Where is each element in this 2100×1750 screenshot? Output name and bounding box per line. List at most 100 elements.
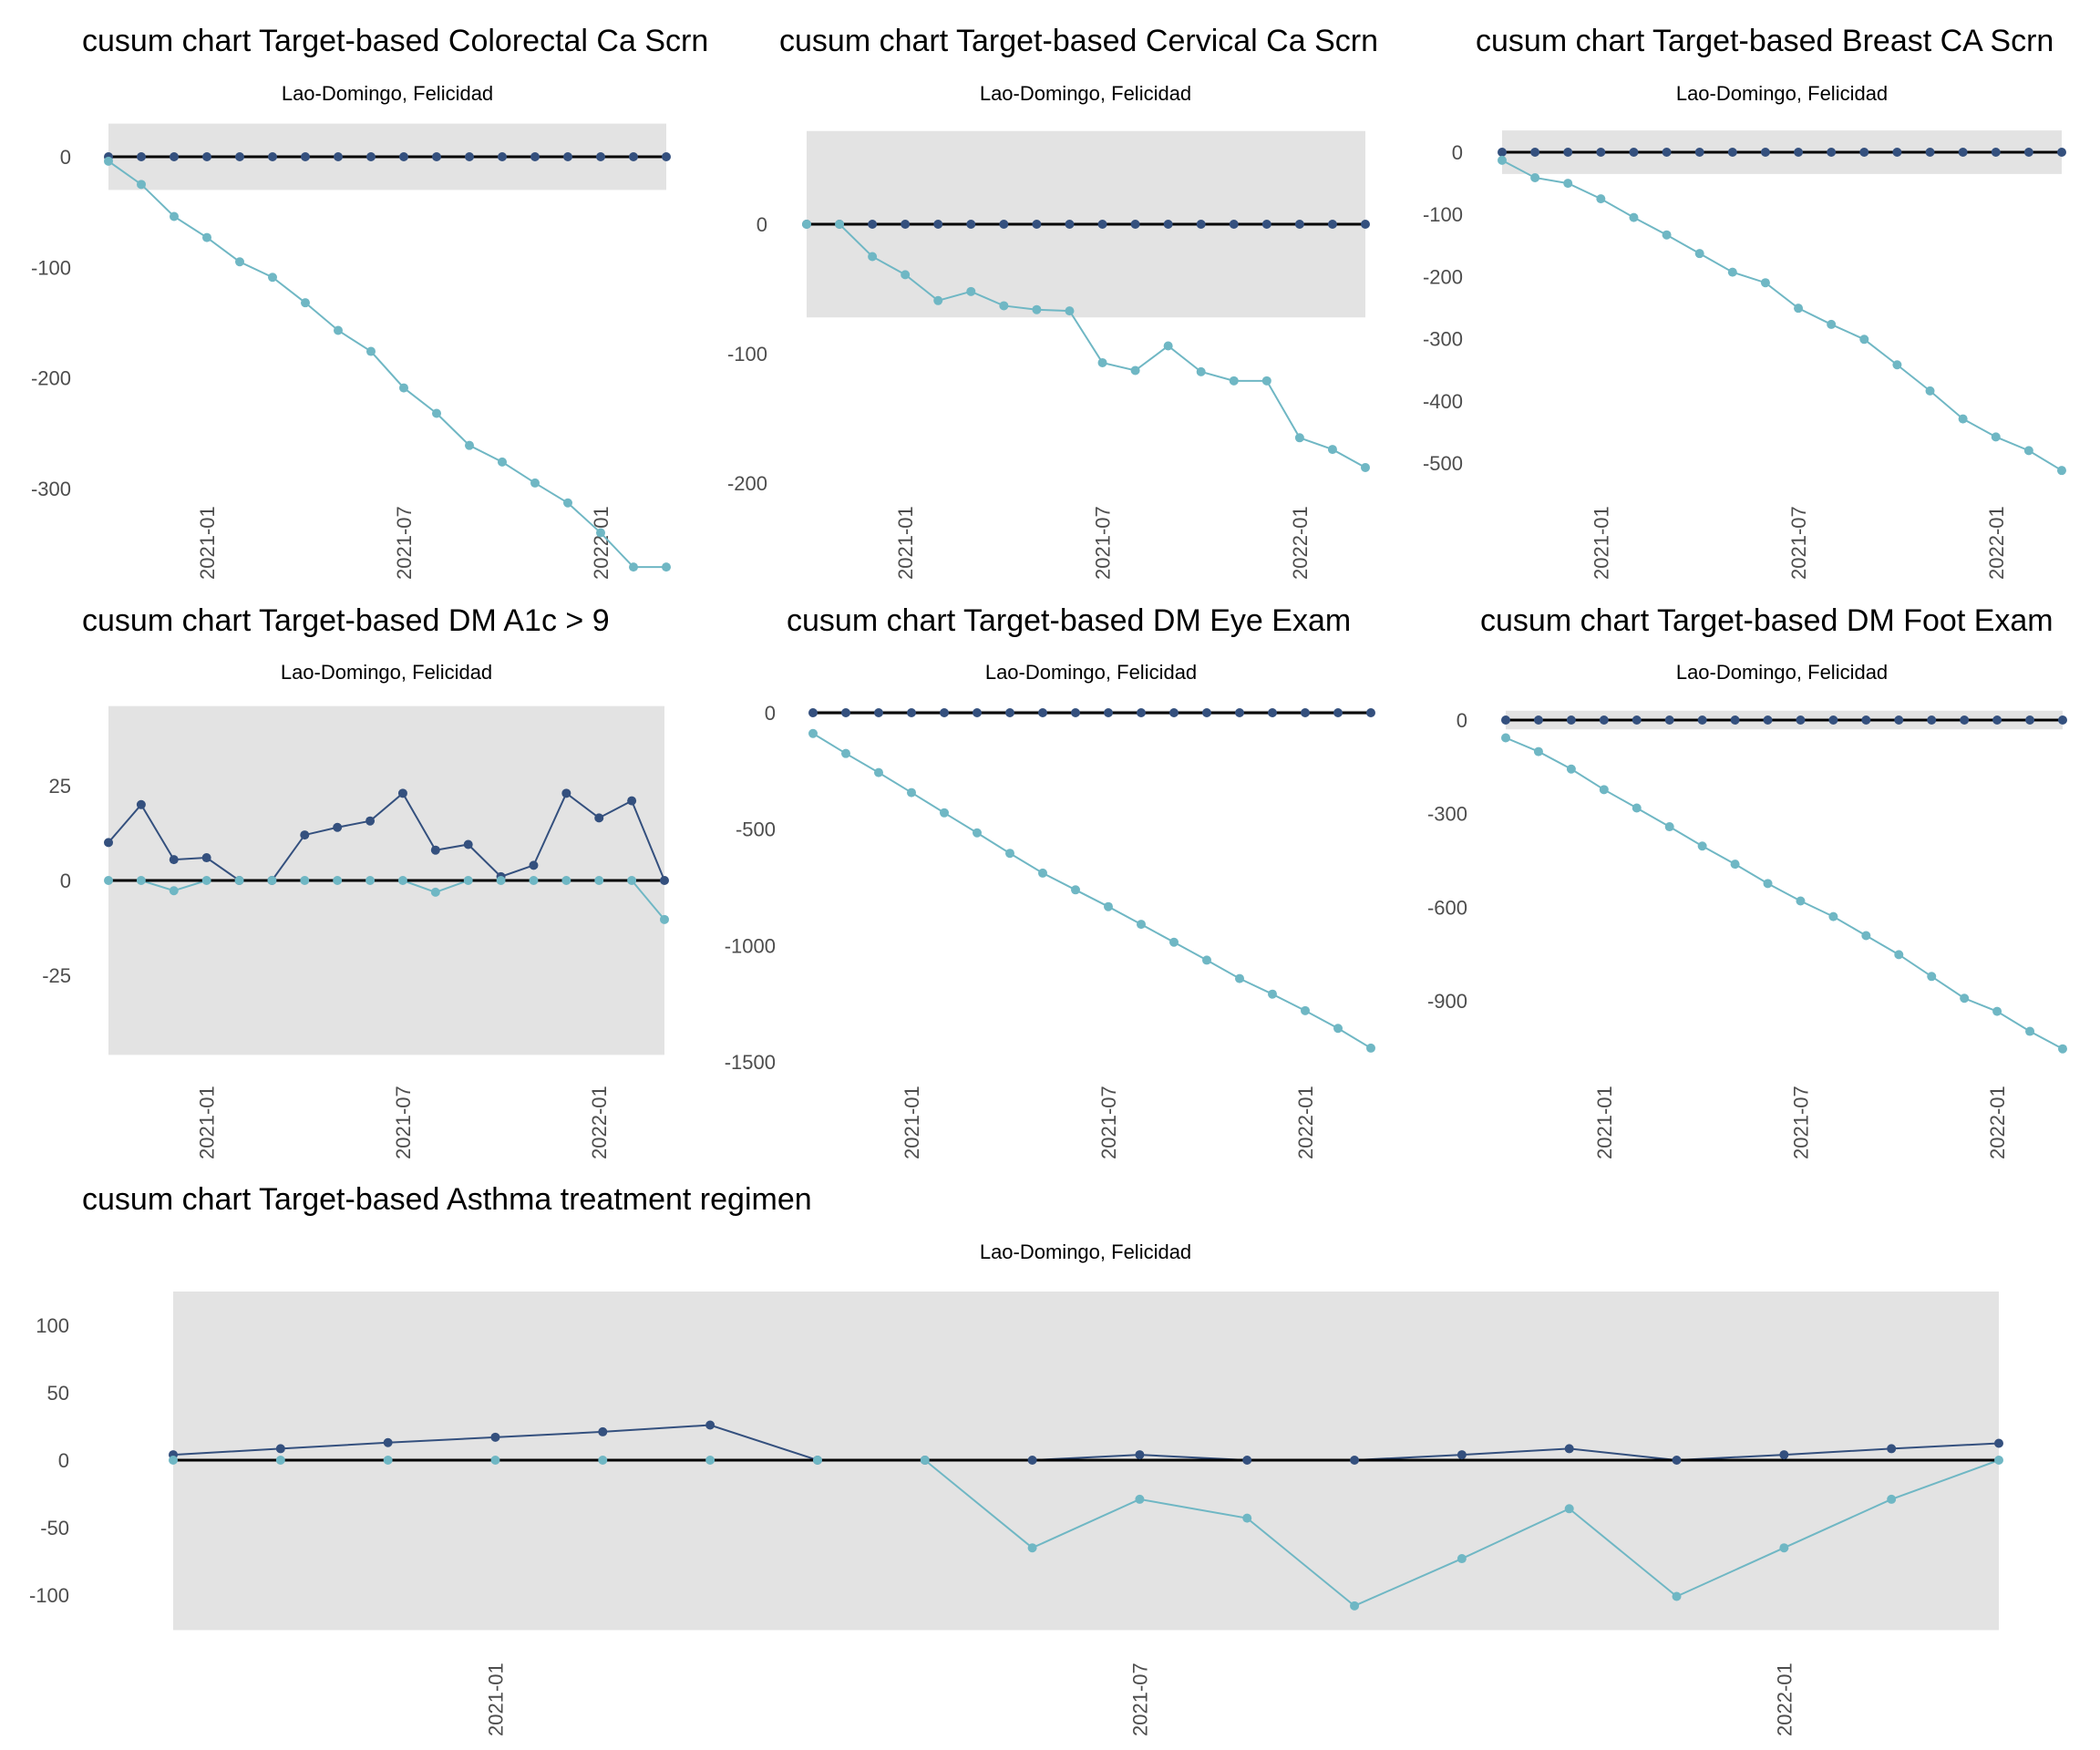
- upper-series-point: [1566, 715, 1576, 725]
- y-tick-label: -100: [31, 256, 71, 279]
- lower-series-point: [1629, 212, 1639, 222]
- lower-series-point: [808, 728, 818, 738]
- lower-series-point: [1827, 319, 1837, 329]
- lower-series-point: [1457, 1554, 1467, 1564]
- chart-title: cusum chart Target-based Colorectal Ca S…: [82, 24, 708, 58]
- chart-subtitle: Lao-Domingo, Felicidad: [980, 82, 1191, 105]
- lower-series-point: [1071, 885, 1080, 895]
- upper-series-point: [1994, 1438, 2003, 1448]
- upper-series-point: [1533, 715, 1543, 725]
- lower-series-point: [1828, 911, 1838, 921]
- lower-series-point: [1925, 386, 1935, 396]
- upper-series-point: [561, 788, 571, 798]
- lower-series-point: [901, 270, 911, 280]
- upper-series-point: [490, 1432, 500, 1442]
- x-tick-label: 2021-07: [392, 1086, 415, 1159]
- lower-series-point: [169, 886, 179, 896]
- upper-series-point: [202, 152, 211, 161]
- lower-series-point: [1027, 1543, 1037, 1553]
- lower-series-point: [1501, 733, 1510, 743]
- lower-series-point: [2058, 1044, 2067, 1054]
- lower-series-point: [598, 1456, 608, 1465]
- chart-eye: cusum chart Target-based DM Eye Exam Lao…: [725, 603, 1375, 1159]
- upper-series-point: [1960, 715, 1970, 725]
- lower-series-point: [1350, 1601, 1360, 1611]
- upper-series-point: [1038, 708, 1047, 717]
- upper-series-point: [1361, 220, 1370, 229]
- chart-title: cusum chart Target-based Cervical Ca Scr…: [779, 24, 1378, 58]
- upper-series-point: [463, 839, 473, 849]
- upper-series-point: [594, 813, 604, 823]
- lower-series-point: [1135, 1494, 1145, 1504]
- chart-title: cusum chart Target-based Asthma treatmen…: [82, 1182, 812, 1217]
- upper-series-point: [1350, 1456, 1360, 1465]
- upper-series-point: [973, 708, 982, 717]
- lower-series-point: [399, 383, 408, 393]
- lower-series-point: [1533, 746, 1543, 757]
- lower-series-point: [999, 301, 1009, 311]
- upper-series-point: [399, 152, 408, 161]
- upper-series-point: [1564, 1444, 1574, 1454]
- lower-series-point: [202, 232, 211, 242]
- upper-series-point: [1268, 708, 1277, 717]
- lower-series-point: [561, 876, 571, 885]
- lower-series-point: [1760, 278, 1770, 288]
- lower-series-point: [334, 325, 343, 335]
- upper-series-point: [366, 152, 376, 161]
- lower-series-point: [1104, 901, 1113, 911]
- lower-series-point: [170, 211, 179, 221]
- upper-series-point: [1229, 220, 1239, 229]
- upper-series-point: [1294, 220, 1304, 229]
- upper-series-point: [170, 152, 179, 161]
- lower-series-point: [874, 767, 883, 777]
- lower-series-point: [104, 876, 113, 885]
- chart-title: cusum chart Target-based DM A1c > 9: [82, 603, 610, 638]
- upper-series-point: [1892, 148, 1902, 157]
- lower-series-point: [104, 156, 113, 166]
- lower-series-point: [201, 876, 211, 885]
- lower-series-point: [1005, 849, 1014, 859]
- chart-subtitle: Lao-Domingo, Felicidad: [281, 661, 492, 684]
- chart-subtitle: Lao-Domingo, Felicidad: [1676, 661, 1888, 684]
- lower-series-point: [1038, 868, 1047, 878]
- upper-series-point: [1366, 708, 1375, 717]
- lower-series-point: [1861, 931, 1871, 941]
- lower-series-point: [1672, 1591, 1682, 1601]
- upper-series-point: [301, 152, 310, 161]
- upper-series-point: [529, 860, 539, 870]
- lower-series-point: [1662, 230, 1672, 240]
- upper-series-point: [397, 788, 407, 798]
- lower-series-point: [1596, 194, 1606, 204]
- lower-series-point: [1163, 341, 1173, 351]
- lower-series-point: [430, 887, 440, 897]
- upper-series-point: [1032, 220, 1042, 229]
- lower-series-point: [498, 457, 507, 467]
- lower-series-point: [629, 562, 638, 572]
- lower-series-point: [1268, 989, 1277, 999]
- upper-series-point: [1071, 708, 1080, 717]
- upper-series-point: [629, 152, 638, 161]
- upper-series-point: [933, 220, 943, 229]
- lower-series-point: [397, 876, 407, 885]
- lower-series-point: [383, 1456, 393, 1465]
- lower-series-line: [108, 160, 666, 569]
- upper-series-point: [1501, 715, 1510, 725]
- lower-series-point: [1763, 879, 1773, 889]
- x-tick-label: 2022-01: [1289, 506, 1312, 580]
- y-tick-label: -200: [31, 367, 71, 390]
- lower-series-point: [705, 1456, 715, 1465]
- upper-series-point: [1662, 148, 1672, 157]
- lower-series-point: [1994, 1456, 2003, 1465]
- upper-series-point: [104, 838, 113, 848]
- upper-series-point: [268, 152, 277, 161]
- lower-series-point: [1563, 179, 1573, 189]
- lower-series-point: [1301, 1005, 1310, 1015]
- lower-series-point: [2025, 1026, 2035, 1036]
- lower-series-point: [365, 876, 376, 885]
- upper-series-point: [136, 799, 146, 809]
- lower-series-point: [1632, 803, 1642, 813]
- x-tick-label: 2021-07: [1128, 1662, 1151, 1736]
- upper-series-point: [300, 830, 310, 840]
- upper-series-point: [1697, 715, 1707, 725]
- lower-series-point: [662, 562, 671, 572]
